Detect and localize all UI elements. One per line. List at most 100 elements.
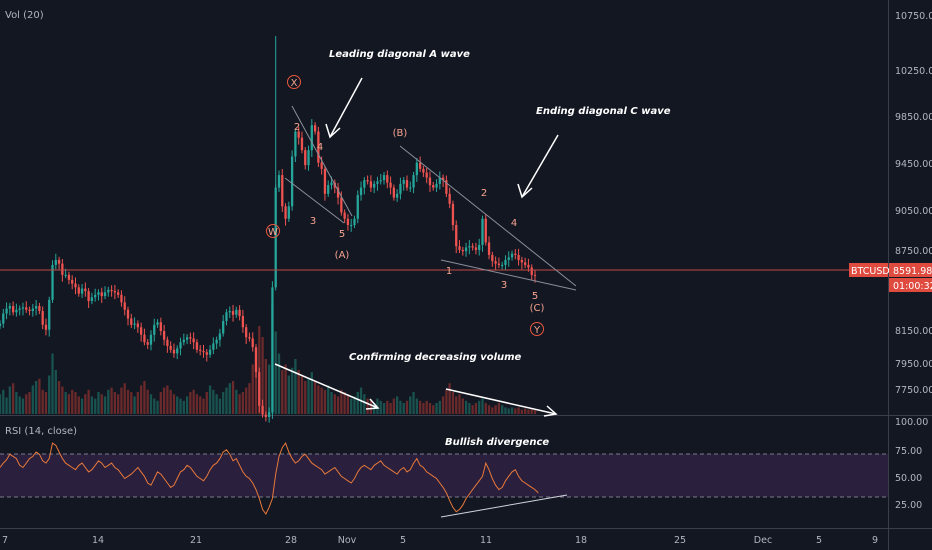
volume-bar bbox=[461, 398, 464, 414]
candle-body bbox=[15, 309, 18, 313]
candle-body bbox=[254, 347, 258, 373]
volume-bar bbox=[353, 396, 356, 414]
candle-body bbox=[25, 307, 28, 310]
volume-bar bbox=[343, 392, 346, 414]
volume-bar bbox=[471, 405, 474, 414]
date-tick: Dec bbox=[754, 535, 772, 546]
candle-body bbox=[336, 187, 340, 198]
volume-bar bbox=[97, 392, 100, 414]
volume-bar bbox=[501, 405, 504, 414]
arrow-leading-diagonal bbox=[329, 77, 363, 138]
candle-body bbox=[418, 162, 422, 169]
wave-label-big-b: (B) bbox=[393, 128, 408, 139]
volume-bar bbox=[487, 405, 491, 414]
volume-bar bbox=[330, 392, 333, 414]
rsi-indicator-label[interactable]: RSI (14, close) bbox=[5, 426, 77, 437]
candle-body bbox=[34, 306, 38, 309]
ending-diagonal-lower-line bbox=[440, 259, 577, 291]
candle-body bbox=[267, 412, 271, 418]
candle-body bbox=[356, 195, 359, 219]
candle-body bbox=[484, 218, 487, 243]
volume-bar bbox=[64, 392, 67, 414]
rsi-tick: 50.00 bbox=[895, 473, 922, 484]
candle-body bbox=[264, 414, 268, 418]
date-tick: 14 bbox=[92, 535, 104, 546]
candle-body bbox=[146, 342, 149, 345]
volume-bar bbox=[117, 394, 120, 414]
volume-bar bbox=[215, 394, 218, 414]
volume-bar bbox=[172, 394, 176, 414]
candle-body bbox=[497, 263, 501, 265]
volume-bar bbox=[346, 394, 350, 414]
candle-body bbox=[120, 294, 123, 303]
volume-bar bbox=[54, 370, 57, 414]
symbol-badge[interactable] bbox=[849, 263, 888, 277]
volume-bar bbox=[336, 396, 340, 414]
last-price-badge[interactable] bbox=[889, 263, 932, 277]
bullish-divergence-line bbox=[440, 494, 568, 518]
volume-bar bbox=[241, 392, 245, 414]
rsi-axis[interactable]: 100.00 75.00 50.00 25.00 bbox=[895, 417, 928, 511]
volume-bar bbox=[497, 403, 501, 414]
volume-bar bbox=[294, 359, 297, 414]
candle-body bbox=[415, 162, 418, 176]
volume-bar bbox=[57, 381, 61, 414]
arrow-ending-diagonal bbox=[521, 134, 559, 198]
volume-bar bbox=[399, 400, 402, 414]
wave-y-circle bbox=[530, 322, 544, 336]
volume-bar bbox=[494, 405, 497, 414]
volume-bar bbox=[205, 392, 208, 414]
candle-body bbox=[222, 321, 225, 334]
volume-bar bbox=[31, 385, 34, 414]
volume-bar bbox=[100, 394, 103, 414]
price-tick: 8750.00 bbox=[895, 246, 932, 257]
volume-bar bbox=[468, 403, 471, 414]
candle-body bbox=[159, 322, 162, 331]
candle-body bbox=[215, 339, 218, 344]
candle-body bbox=[202, 350, 205, 353]
candle-body bbox=[248, 337, 251, 339]
volume-bar bbox=[527, 409, 530, 414]
candle-body bbox=[156, 322, 159, 325]
volume-bar bbox=[409, 396, 412, 414]
candle-body bbox=[353, 218, 356, 225]
symbol-badge-text: BTCUSDC bbox=[851, 266, 897, 277]
volume-bar bbox=[422, 403, 425, 414]
candle-body bbox=[271, 287, 274, 413]
candle-body bbox=[514, 253, 517, 255]
volume-bar bbox=[533, 409, 537, 414]
volume-bar bbox=[0, 394, 2, 414]
volume-bar bbox=[369, 400, 373, 414]
price-tick: 9050.00 bbox=[895, 206, 932, 217]
candle-body bbox=[251, 338, 254, 348]
volume-bar bbox=[395, 396, 399, 414]
volume-bar bbox=[103, 396, 107, 414]
volume-bar bbox=[267, 364, 271, 414]
volume-bar bbox=[313, 381, 317, 414]
volume-bar bbox=[517, 407, 520, 414]
volume-bar bbox=[323, 389, 327, 414]
volume-bar bbox=[484, 403, 487, 414]
candle-body bbox=[363, 180, 366, 188]
volume-bar bbox=[176, 396, 179, 414]
rsi-tick: 75.00 bbox=[895, 446, 922, 457]
volume-bar bbox=[126, 389, 130, 414]
volume-bar bbox=[159, 392, 162, 414]
volume-indicator-label[interactable]: Vol (20) bbox=[5, 10, 44, 21]
candle-body bbox=[399, 183, 402, 194]
volume-bar bbox=[113, 392, 117, 414]
candle-body bbox=[382, 175, 386, 181]
volume-bar bbox=[48, 375, 51, 414]
time-axis[interactable]: 7 14 21 28 Nov 5 11 18 25 Dec 5 9 bbox=[2, 535, 878, 546]
volume-bar bbox=[139, 385, 143, 414]
volume-bar bbox=[192, 389, 195, 414]
candle-body bbox=[402, 180, 405, 184]
candle-body bbox=[389, 182, 392, 188]
candle-body bbox=[281, 175, 284, 207]
price-axis[interactable]: 10750.00 10250.00 9850.00 9450.00 9050.0… bbox=[895, 11, 932, 396]
candle-body bbox=[71, 279, 74, 284]
candle-body bbox=[474, 247, 478, 250]
volume-bar bbox=[478, 400, 481, 414]
candle-body bbox=[307, 150, 310, 166]
